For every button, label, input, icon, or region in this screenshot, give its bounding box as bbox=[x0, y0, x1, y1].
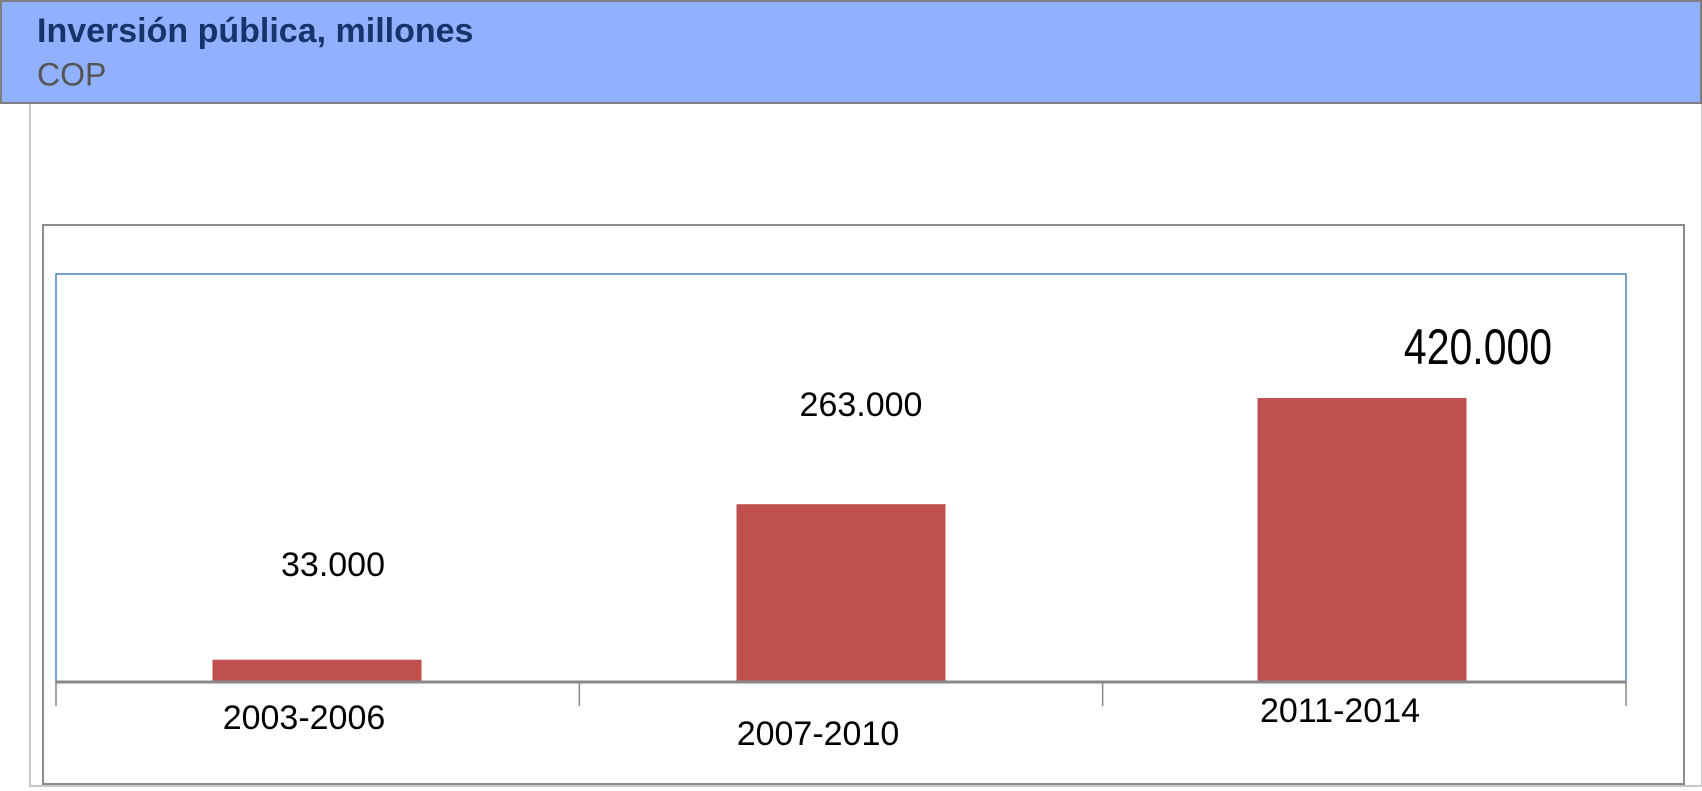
chart-title: Inversión pública, millones bbox=[37, 12, 473, 50]
chart-subtitle: COP bbox=[37, 56, 106, 92]
x-tick-label: 2007-2010 bbox=[737, 715, 900, 753]
header-bar bbox=[0, 0, 1702, 104]
x-tick-label: 2003-2006 bbox=[223, 699, 386, 737]
bar bbox=[1257, 398, 1467, 682]
bar bbox=[736, 504, 946, 682]
value-label: 263.000 bbox=[800, 386, 923, 424]
value-label: 33.000 bbox=[281, 546, 385, 584]
value-label: 420.000 bbox=[1404, 319, 1552, 375]
bar bbox=[212, 659, 422, 682]
x-tick-label: 2011-2014 bbox=[1260, 692, 1420, 730]
